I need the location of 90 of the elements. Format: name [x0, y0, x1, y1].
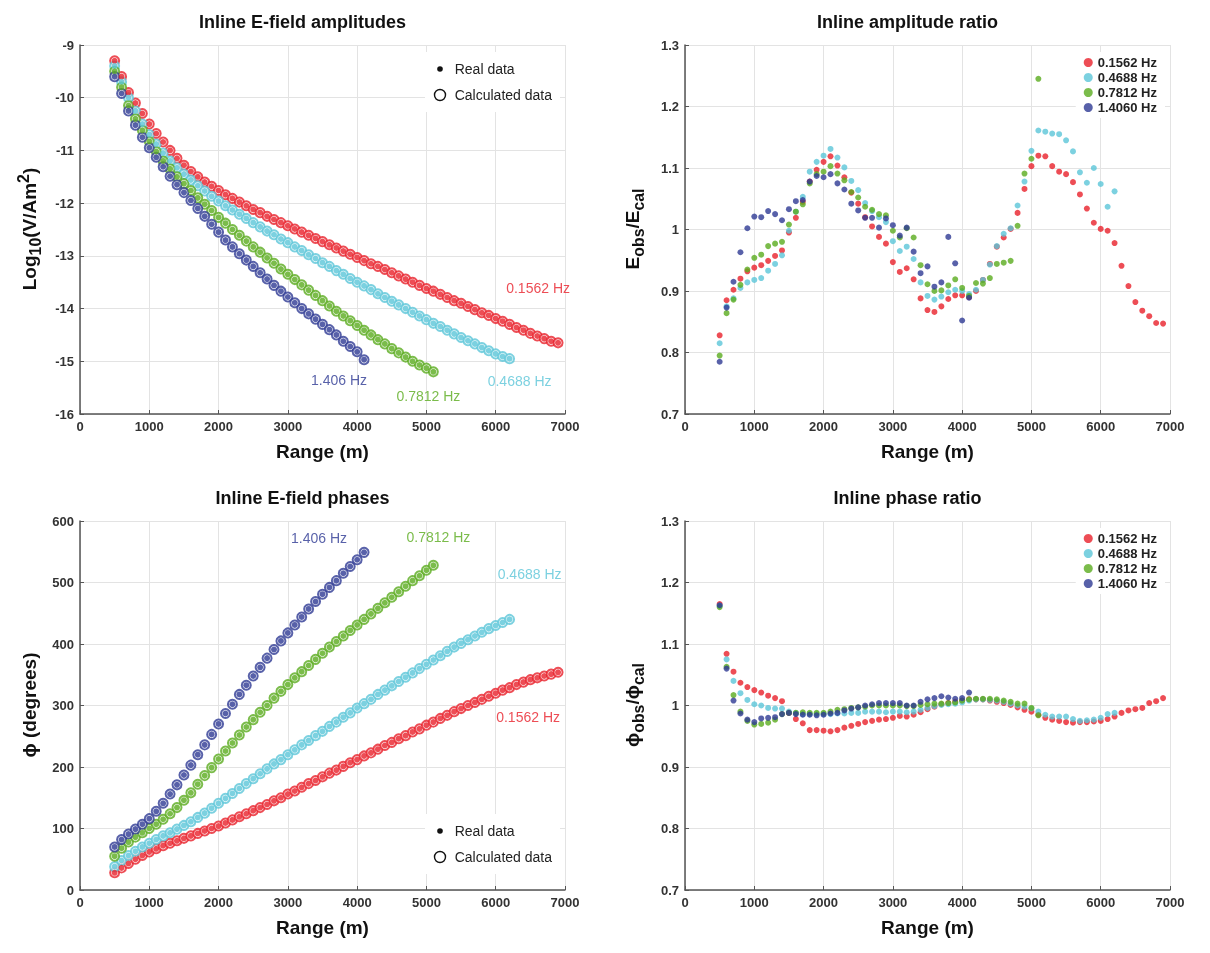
x-tick-label: 5000 [411, 895, 441, 910]
x-tick-label: 7000 [550, 419, 580, 434]
x-tick-label: 0 [76, 419, 84, 434]
x-axis-title: Range (m) [276, 917, 369, 938]
y-tick-label: 0.9 [660, 283, 679, 299]
y-tick-label: 0.7 [660, 882, 679, 898]
x-tick-label: 5000 [1016, 419, 1046, 434]
y-tick-label: 1.3 [660, 37, 679, 53]
x-tick-label: 1000 [739, 419, 769, 434]
y-tick-label: 1.3 [660, 513, 679, 529]
y-tick-label: 400 [52, 636, 74, 652]
x-tick-label: 4000 [342, 895, 372, 910]
x-tick-label: 3000 [273, 419, 303, 434]
series-label: 0.1562 Hz [506, 279, 570, 296]
x-tick-label: 3000 [273, 895, 303, 910]
x-tick-label: 7000 [1155, 419, 1185, 434]
x-tick-label: 1000 [134, 895, 164, 910]
x-axis-title: Range (m) [881, 917, 974, 938]
x-tick-label: 2000 [809, 895, 839, 910]
legend-label: 0.7812 Hz [1097, 561, 1158, 576]
legend-label: 0.7812 Hz [1097, 85, 1158, 100]
x-tick-label: 6000 [481, 895, 511, 910]
legend-label: 1.4060 Hz [1097, 576, 1158, 591]
chart-title: Inline E-field amplitudes [198, 12, 407, 32]
annotation: Real data [454, 61, 515, 77]
x-tick-label: 0 [76, 895, 84, 910]
series-label: 1.406 Hz [311, 371, 368, 388]
legend-label: 0.1562 Hz [1097, 55, 1158, 70]
x-tick-label: 4000 [342, 419, 372, 434]
y-tick-label: 1 [671, 698, 679, 713]
x-tick-label: 2000 [204, 895, 234, 910]
x-axis-title: Range (m) [881, 441, 974, 462]
x-tick-label: 4000 [947, 895, 977, 910]
chart-title: Inline E-field phases [215, 488, 390, 508]
x-tick-label: 3000 [878, 419, 908, 434]
y-tick-label: 0.7 [660, 406, 679, 422]
annotation: Real data [454, 823, 515, 839]
x-tick-label: 3000 [878, 895, 908, 910]
y-tick-label: -11 [55, 142, 74, 158]
y-tick-label: -16 [55, 406, 74, 422]
y-tick-label: 500 [52, 575, 74, 590]
chart-title: Inline amplitude ratio [816, 12, 999, 32]
y-axis-title: ϕ (degrees) [19, 652, 41, 758]
x-tick-label: 2000 [204, 419, 234, 434]
y-tick-label: 1.1 [660, 636, 679, 652]
x-tick-label: 5000 [1016, 895, 1046, 910]
legend-label: 0.4688 Hz [1097, 546, 1158, 561]
x-tick-label: 1000 [739, 895, 769, 910]
legend-label: 1.4060 Hz [1097, 100, 1158, 115]
y-tick-label: 300 [52, 698, 74, 713]
y-tick-label: 1.2 [660, 575, 679, 590]
y-tick-label: 0.8 [660, 345, 679, 360]
x-tick-label: 6000 [1086, 419, 1116, 434]
y-tick-label: 600 [52, 513, 74, 529]
annotation: Calculated data [454, 849, 552, 865]
y-tick-label: -14 [55, 301, 75, 317]
series-label: 0.4688 Hz [487, 372, 552, 389]
x-tick-label: 6000 [481, 419, 511, 434]
series-label: 0.1562 Hz [496, 709, 560, 726]
x-tick-label: 1000 [134, 419, 164, 434]
x-tick-label: 0 [681, 419, 689, 434]
y-tick-label: 1 [671, 222, 679, 237]
y-tick-label: 200 [52, 759, 74, 775]
x-tick-label: 5000 [411, 419, 441, 434]
legend-label: 0.4688 Hz [1097, 70, 1158, 85]
series-label: 0.7812 Hz [396, 387, 461, 404]
y-tick-label: -15 [55, 353, 74, 369]
x-tick-label: 7000 [550, 895, 580, 910]
y-tick-label: 1.2 [660, 99, 679, 114]
chart-title: Inline phase ratio [833, 488, 982, 508]
x-axis-title: Range (m) [276, 441, 369, 462]
y-tick-label: 0.8 [660, 821, 679, 836]
text: 0.4688 Hz [497, 566, 562, 583]
y-tick-label: -12 [55, 195, 74, 211]
series-label: 1.406 Hz [291, 530, 348, 547]
x-tick-label: 0 [681, 895, 689, 910]
y-tick-label: 1.1 [660, 160, 679, 176]
x-tick-label: 6000 [1086, 895, 1116, 910]
y-tick-label: -9 [62, 37, 74, 53]
x-tick-label: 4000 [947, 419, 977, 434]
x-tick-label: 2000 [809, 419, 839, 434]
series-label: 0.7812 Hz [406, 529, 471, 546]
y-tick-label: 100 [52, 821, 74, 836]
legend-label: 0.1562 Hz [1097, 531, 1158, 546]
y-tick-label: 0 [66, 882, 74, 898]
y-tick-label: -13 [55, 248, 74, 264]
annotation: Calculated data [454, 87, 552, 103]
y-tick-label: -10 [55, 90, 74, 106]
x-tick-label: 7000 [1155, 895, 1185, 910]
y-tick-label: 0.9 [660, 759, 679, 775]
